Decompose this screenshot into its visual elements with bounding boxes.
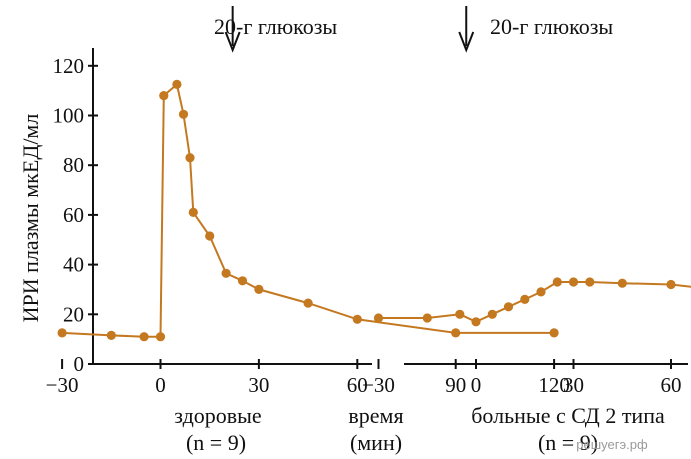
data-point [422, 313, 432, 323]
watermark: решуегэ.рф [576, 437, 648, 452]
data-point [373, 313, 384, 323]
glucose-arrow-diabetes [458, 6, 475, 53]
data-point [549, 328, 559, 338]
series-healthy [57, 79, 559, 342]
x-tick-label: 60 [661, 373, 682, 397]
glucose-annotation-healthy: 20-г глюкозы [214, 14, 337, 39]
data-point [188, 207, 198, 217]
x-tick-label: 120 [538, 373, 570, 397]
data-point [303, 298, 313, 308]
data-point [237, 276, 248, 286]
arrow-head [224, 31, 241, 53]
y-tick-label: 0 [74, 352, 85, 376]
x-tick-label: 0 [155, 373, 166, 397]
y-tick-label: 60 [63, 203, 84, 227]
y-tick-label: 20 [63, 302, 84, 326]
y-tick-label: 100 [53, 104, 85, 128]
chart-diabetes: −30 0 30 60 90 120 20-г глюкозы больные с СД … [362, 6, 691, 455]
data-point [451, 328, 461, 338]
data-point [503, 302, 514, 312]
axes-diabetes: −30 0 30 60 90 120 [362, 359, 688, 397]
caption-diabetes-line1: больные с СД 2 типа [471, 403, 665, 428]
data-point [487, 309, 497, 319]
data-point [471, 317, 481, 327]
data-point [455, 309, 465, 319]
x-tick-label: −30 [46, 373, 79, 397]
x-tick-label: 90 [445, 373, 466, 397]
data-point [178, 109, 189, 119]
data-point [254, 284, 264, 294]
time-caption-line1: время [348, 403, 403, 428]
data-point [139, 332, 149, 342]
data-point [552, 277, 562, 287]
data-point [172, 79, 182, 89]
data-point [106, 330, 116, 340]
x-tick-label: −30 [362, 373, 395, 397]
data-point [536, 287, 546, 297]
data-point [666, 279, 676, 290]
x-tick-label: 60 [347, 373, 368, 397]
y-tick-label: 120 [53, 54, 85, 78]
caption-healthy-line2: (n = 9) [186, 430, 246, 455]
x-tick-label: 30 [248, 373, 269, 397]
x-tick-label: 30 [563, 373, 584, 397]
y-tick-label: 40 [63, 253, 84, 277]
glucose-arrow-healthy [224, 6, 241, 53]
y-axis-label: ИРИ плазмы мкЕД/мл [18, 114, 43, 323]
data-point [585, 277, 595, 287]
x-tick-label: 0 [471, 373, 482, 397]
data-point [221, 268, 231, 278]
caption-diabetes-line2: (n = 9) [538, 430, 598, 455]
arrow-head [458, 31, 475, 53]
data-point [57, 328, 67, 338]
time-caption-line2: (мин) [350, 430, 402, 455]
data-point [520, 294, 530, 304]
data-point [159, 91, 169, 101]
data-point [205, 231, 215, 241]
data-point [185, 153, 195, 163]
data-point [617, 278, 627, 288]
caption-healthy-line1: здоровые [174, 403, 261, 428]
data-point [352, 314, 362, 324]
data-point [155, 332, 166, 342]
series-diabetes [373, 277, 691, 327]
y-tick-label: 80 [63, 153, 84, 177]
glucose-annotation-diabetes: 20-г глюкозы [490, 14, 613, 39]
data-point [568, 277, 579, 287]
